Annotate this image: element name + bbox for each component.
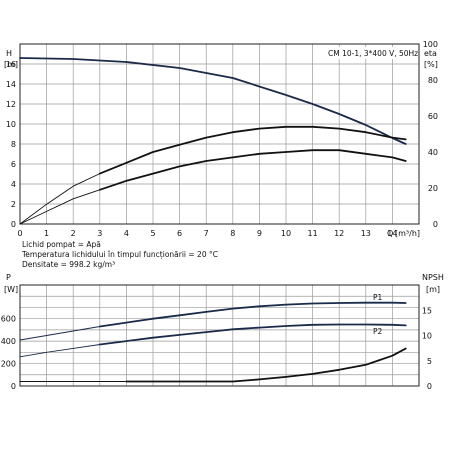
fluid-info-line-2: Temperatura lichidului în timpul funcțio… bbox=[21, 250, 218, 260]
fluid-info-line-1: Lichid pompat = Apă bbox=[22, 240, 101, 249]
x-tick-label: 7 bbox=[204, 229, 209, 238]
bottom-left-tick-label: 0 bbox=[11, 382, 16, 391]
bottom-right-axis-unit: [m] bbox=[426, 285, 440, 294]
x-tick-label: 14 bbox=[387, 229, 397, 238]
efficiency-curve-upper-thin bbox=[19, 173, 101, 225]
npsh-curve bbox=[125, 347, 407, 383]
top-right-axis-unit: [%] bbox=[424, 60, 438, 69]
p1-curve bbox=[98, 301, 407, 328]
bottom-tick-labels: 0 200 400 600 0 5 10 15 bbox=[1, 306, 432, 391]
efficiency-curve-lower bbox=[98, 149, 407, 191]
top-right-tick-label: 20 bbox=[428, 184, 438, 193]
bottom-plot-frame bbox=[19, 284, 420, 387]
top-left-axis-unit: [m] bbox=[4, 60, 18, 69]
x-tick-label: 2 bbox=[71, 229, 76, 238]
top-left-axis-label: H bbox=[6, 49, 12, 58]
top-left-tick-label: 14 bbox=[6, 80, 16, 89]
x-axis-label: Q bbox=[387, 229, 393, 238]
top-right-tick-label: 100 bbox=[423, 40, 438, 49]
title-box bbox=[326, 47, 416, 59]
x-tick-label: 13 bbox=[361, 229, 371, 238]
top-plot-frame bbox=[19, 43, 420, 225]
bottom-series bbox=[19, 301, 407, 383]
x-tick-label: 9 bbox=[257, 229, 262, 238]
bottom-right-tick-label: 10 bbox=[422, 332, 432, 341]
x-tick-label: 4 bbox=[124, 229, 129, 238]
bottom-right-tick-label: 5 bbox=[427, 357, 432, 366]
bottom-right-tick-label: 0 bbox=[427, 382, 432, 391]
head-curve bbox=[19, 57, 407, 145]
p1-curve-thin bbox=[19, 326, 101, 341]
bottom-left-tick-label: 200 bbox=[1, 360, 16, 369]
fluid-info-line-3: Densitate = 998.2 kg/m³ bbox=[22, 260, 115, 269]
x-tick-label: 8 bbox=[230, 229, 235, 238]
bottom-left-axis-unit: [W] bbox=[4, 285, 18, 294]
bottom-left-tick-label: 400 bbox=[1, 337, 16, 346]
x-tick-label: 0 bbox=[17, 229, 22, 238]
series-label-p2: P2 bbox=[373, 327, 383, 336]
bottom-left-tick-label: 600 bbox=[1, 315, 16, 324]
top-left-tick-label: 4 bbox=[11, 180, 16, 189]
p2-curve bbox=[98, 323, 407, 346]
x-tick-label: 3 bbox=[97, 229, 102, 238]
top-right-tick-label: 80 bbox=[428, 76, 438, 85]
top-right-axis-label: eta bbox=[424, 49, 437, 58]
top-tick-labels: 0 1 2 3 4 5 6 7 8 9 10 11 12 13 1402468101214160204060… bbox=[6, 40, 438, 238]
top-grid bbox=[20, 44, 419, 224]
chart-title: CM 10-1, 3*400 V, 50Hz bbox=[328, 49, 418, 58]
x-tick-label: 12 bbox=[334, 229, 344, 238]
top-right-tick-label: 60 bbox=[428, 112, 438, 121]
top-left-tick-label: 2 bbox=[11, 200, 16, 209]
top-left-tick-label: 6 bbox=[11, 160, 16, 169]
top-left-tick-label: 8 bbox=[11, 140, 16, 149]
p2-curve-thin bbox=[19, 344, 101, 358]
series-label-p1: P1 bbox=[373, 293, 383, 302]
efficiency-curve-upper bbox=[98, 125, 407, 175]
x-tick-label: 11 bbox=[308, 229, 318, 238]
top-left-tick-label: 10 bbox=[6, 120, 16, 129]
top-right-tick-label: 0 bbox=[433, 220, 438, 229]
bottom-left-axis-label: P bbox=[6, 273, 11, 282]
top-series bbox=[19, 57, 407, 225]
bottom-right-axis-label: NPSH bbox=[422, 273, 444, 282]
x-axis-unit: [m³/h] bbox=[395, 229, 420, 238]
top-left-tick-label: 0 bbox=[11, 220, 16, 229]
efficiency-curve-lower-thin bbox=[19, 189, 101, 225]
top-right-tick-label: 40 bbox=[428, 148, 438, 157]
x-tick-label: 1 bbox=[44, 229, 49, 238]
x-tick-label: 5 bbox=[150, 229, 155, 238]
x-tick-label: 6 bbox=[177, 229, 182, 238]
bottom-right-tick-label: 15 bbox=[422, 306, 432, 315]
x-tick-label: 10 bbox=[281, 229, 291, 238]
top-left-tick-label: 12 bbox=[6, 100, 16, 109]
bottom-grid bbox=[20, 285, 419, 386]
top-left-tick-label: 16 bbox=[6, 60, 16, 69]
